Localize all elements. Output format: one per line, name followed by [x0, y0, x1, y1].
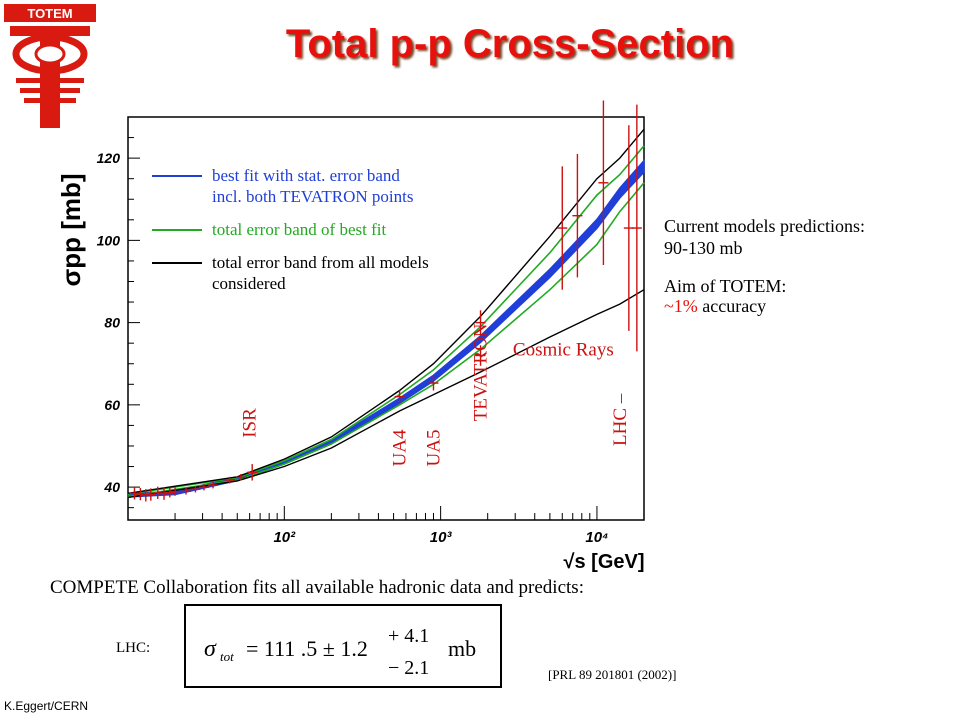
annotation-label: ISR [240, 408, 261, 438]
y-tick-label: 100 [97, 232, 121, 248]
current-models-note: Current models predictions: [664, 216, 865, 236]
formula-plus: + 4.1 [388, 625, 429, 647]
compete-text: COMPETE Collaboration fits all available… [50, 577, 584, 598]
legend-text: best fit with stat. error band [212, 166, 400, 185]
y-tick-label: 120 [97, 150, 121, 166]
cross-section-range: 90-130 mb [664, 238, 743, 258]
cross-section-chart: σpp [mb] √s [GeV] 40 60 80 100 120 10² 10³ 10⁴ b… [56, 100, 645, 573]
annotation-label: TEVATRON [471, 323, 492, 421]
logo-text: TOTEM [27, 6, 72, 21]
x-axis-label: √s [GeV] [564, 551, 645, 573]
y-tick-label: 40 [103, 479, 120, 495]
totem-logo: TOTEM [2, 2, 98, 130]
author-credit: K.Eggert/CERN [4, 699, 89, 713]
legend-text: considered [212, 274, 286, 293]
formula-box: σ tot = 111 .5 ± 1.2 + 4.1 − 2.1 mb [184, 604, 502, 688]
formula-value: = 111 .5 ± 1.2 [246, 636, 368, 661]
accuracy-value: ~1% [664, 296, 698, 316]
plot-frame [127, 116, 645, 521]
x-tick-label: 10⁴ [585, 529, 608, 546]
annotation-label: LHC – [610, 393, 631, 446]
accuracy-note: ~1% accuracy [664, 296, 766, 316]
formula-unit: mb [448, 636, 476, 661]
formula-minus: − 2.1 [388, 657, 429, 679]
legend-text: total error band from all models [212, 253, 429, 272]
aim-heading: Aim of TOTEM: [664, 276, 787, 296]
annotation-label: UA4 [390, 429, 411, 466]
annotation-label: UA5 [424, 430, 445, 467]
page-title: Total p-p Cross-Section [285, 22, 735, 66]
y-axis-label: σpp [mb] [56, 173, 86, 286]
accuracy-text: accuracy [697, 296, 767, 316]
sigma-tot-formula: σ tot = 111 .5 ± 1.2 + 4.1 − 2.1 mb [204, 625, 476, 679]
formula-sigma: σ [204, 636, 217, 662]
series-total-band-upper [127, 145, 645, 495]
annotation-label: Cosmic Rays [513, 340, 614, 361]
legend-text: total error band of best fit [212, 220, 386, 239]
y-tick-label: 80 [104, 315, 120, 331]
formula-subscript: tot [220, 649, 234, 664]
x-tick-label: 10² [273, 529, 296, 546]
x-tick-label: 10³ [430, 529, 453, 546]
lhc-label: LHC: [116, 640, 151, 656]
y-tick-label: 60 [104, 397, 120, 413]
series-all-models-upper [127, 128, 645, 494]
reference: [PRL 89 201801 (2002)] [548, 667, 677, 682]
series-all-models-lower [127, 289, 645, 499]
legend-text: incl. both TEVATRON points [212, 187, 414, 206]
